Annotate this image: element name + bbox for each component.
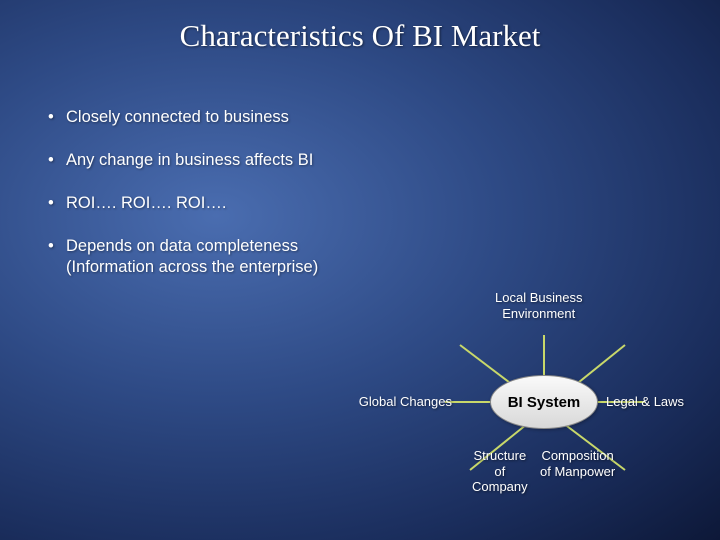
diagram-label-top: Local Business Environment: [495, 290, 582, 321]
diagram-center-label: BI System: [508, 394, 581, 411]
diagram-label-bottom-right: Composition of Manpower: [540, 448, 615, 479]
diagram-center-oval: BI System: [490, 375, 598, 429]
diagram-label-right: Legal & Laws: [606, 394, 684, 410]
bullet-item: Depends on data completeness (Informatio…: [48, 237, 720, 277]
diagram-label-left: Global Changes: [352, 394, 452, 410]
bullet-item: ROI…. ROI…. ROI….: [48, 194, 720, 213]
bullet-list: Closely connected to business Any change…: [48, 108, 720, 277]
bi-diagram: BI System Local Business Environment Glo…: [360, 280, 700, 520]
bullet-subtext: (Information across the enterprise): [66, 258, 720, 277]
bullet-text: ROI…. ROI…. ROI….: [66, 194, 226, 212]
slide: Characteristics Of BI Market Closely con…: [0, 0, 720, 540]
bullet-item: Any change in business affects BI: [48, 151, 720, 170]
bullet-item: Closely connected to business: [48, 108, 720, 127]
page-title: Characteristics Of BI Market: [0, 0, 720, 54]
bullet-text: Depends on data completeness: [66, 237, 298, 255]
diagram-label-bottom-left: Structure of Company: [472, 448, 528, 495]
bullet-text: Closely connected to business: [66, 108, 289, 126]
bullet-text: Any change in business affects BI: [66, 151, 313, 169]
